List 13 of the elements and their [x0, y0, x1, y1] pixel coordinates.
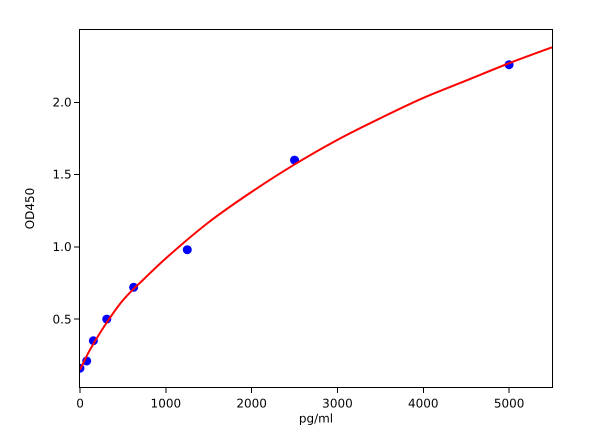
x-tick-label: 2000	[236, 396, 267, 410]
x-tick-label: 5000	[494, 396, 524, 410]
point	[182, 245, 192, 254]
x-axis-title: pg/ml	[298, 411, 334, 426]
y-tick-label: 2.0	[52, 95, 72, 110]
x-tick-label: 1000	[150, 396, 182, 410]
y-tick-label: 0.5	[52, 312, 72, 326]
y-axis-title: OD450	[22, 188, 37, 230]
y-tick-label: 1.5	[52, 168, 72, 182]
x-tick-label: 0	[76, 396, 84, 410]
x-tick-label: 3000	[322, 396, 353, 410]
y-tick-label: 1.0	[52, 240, 72, 254]
x-tick-label: 4000	[408, 396, 439, 410]
